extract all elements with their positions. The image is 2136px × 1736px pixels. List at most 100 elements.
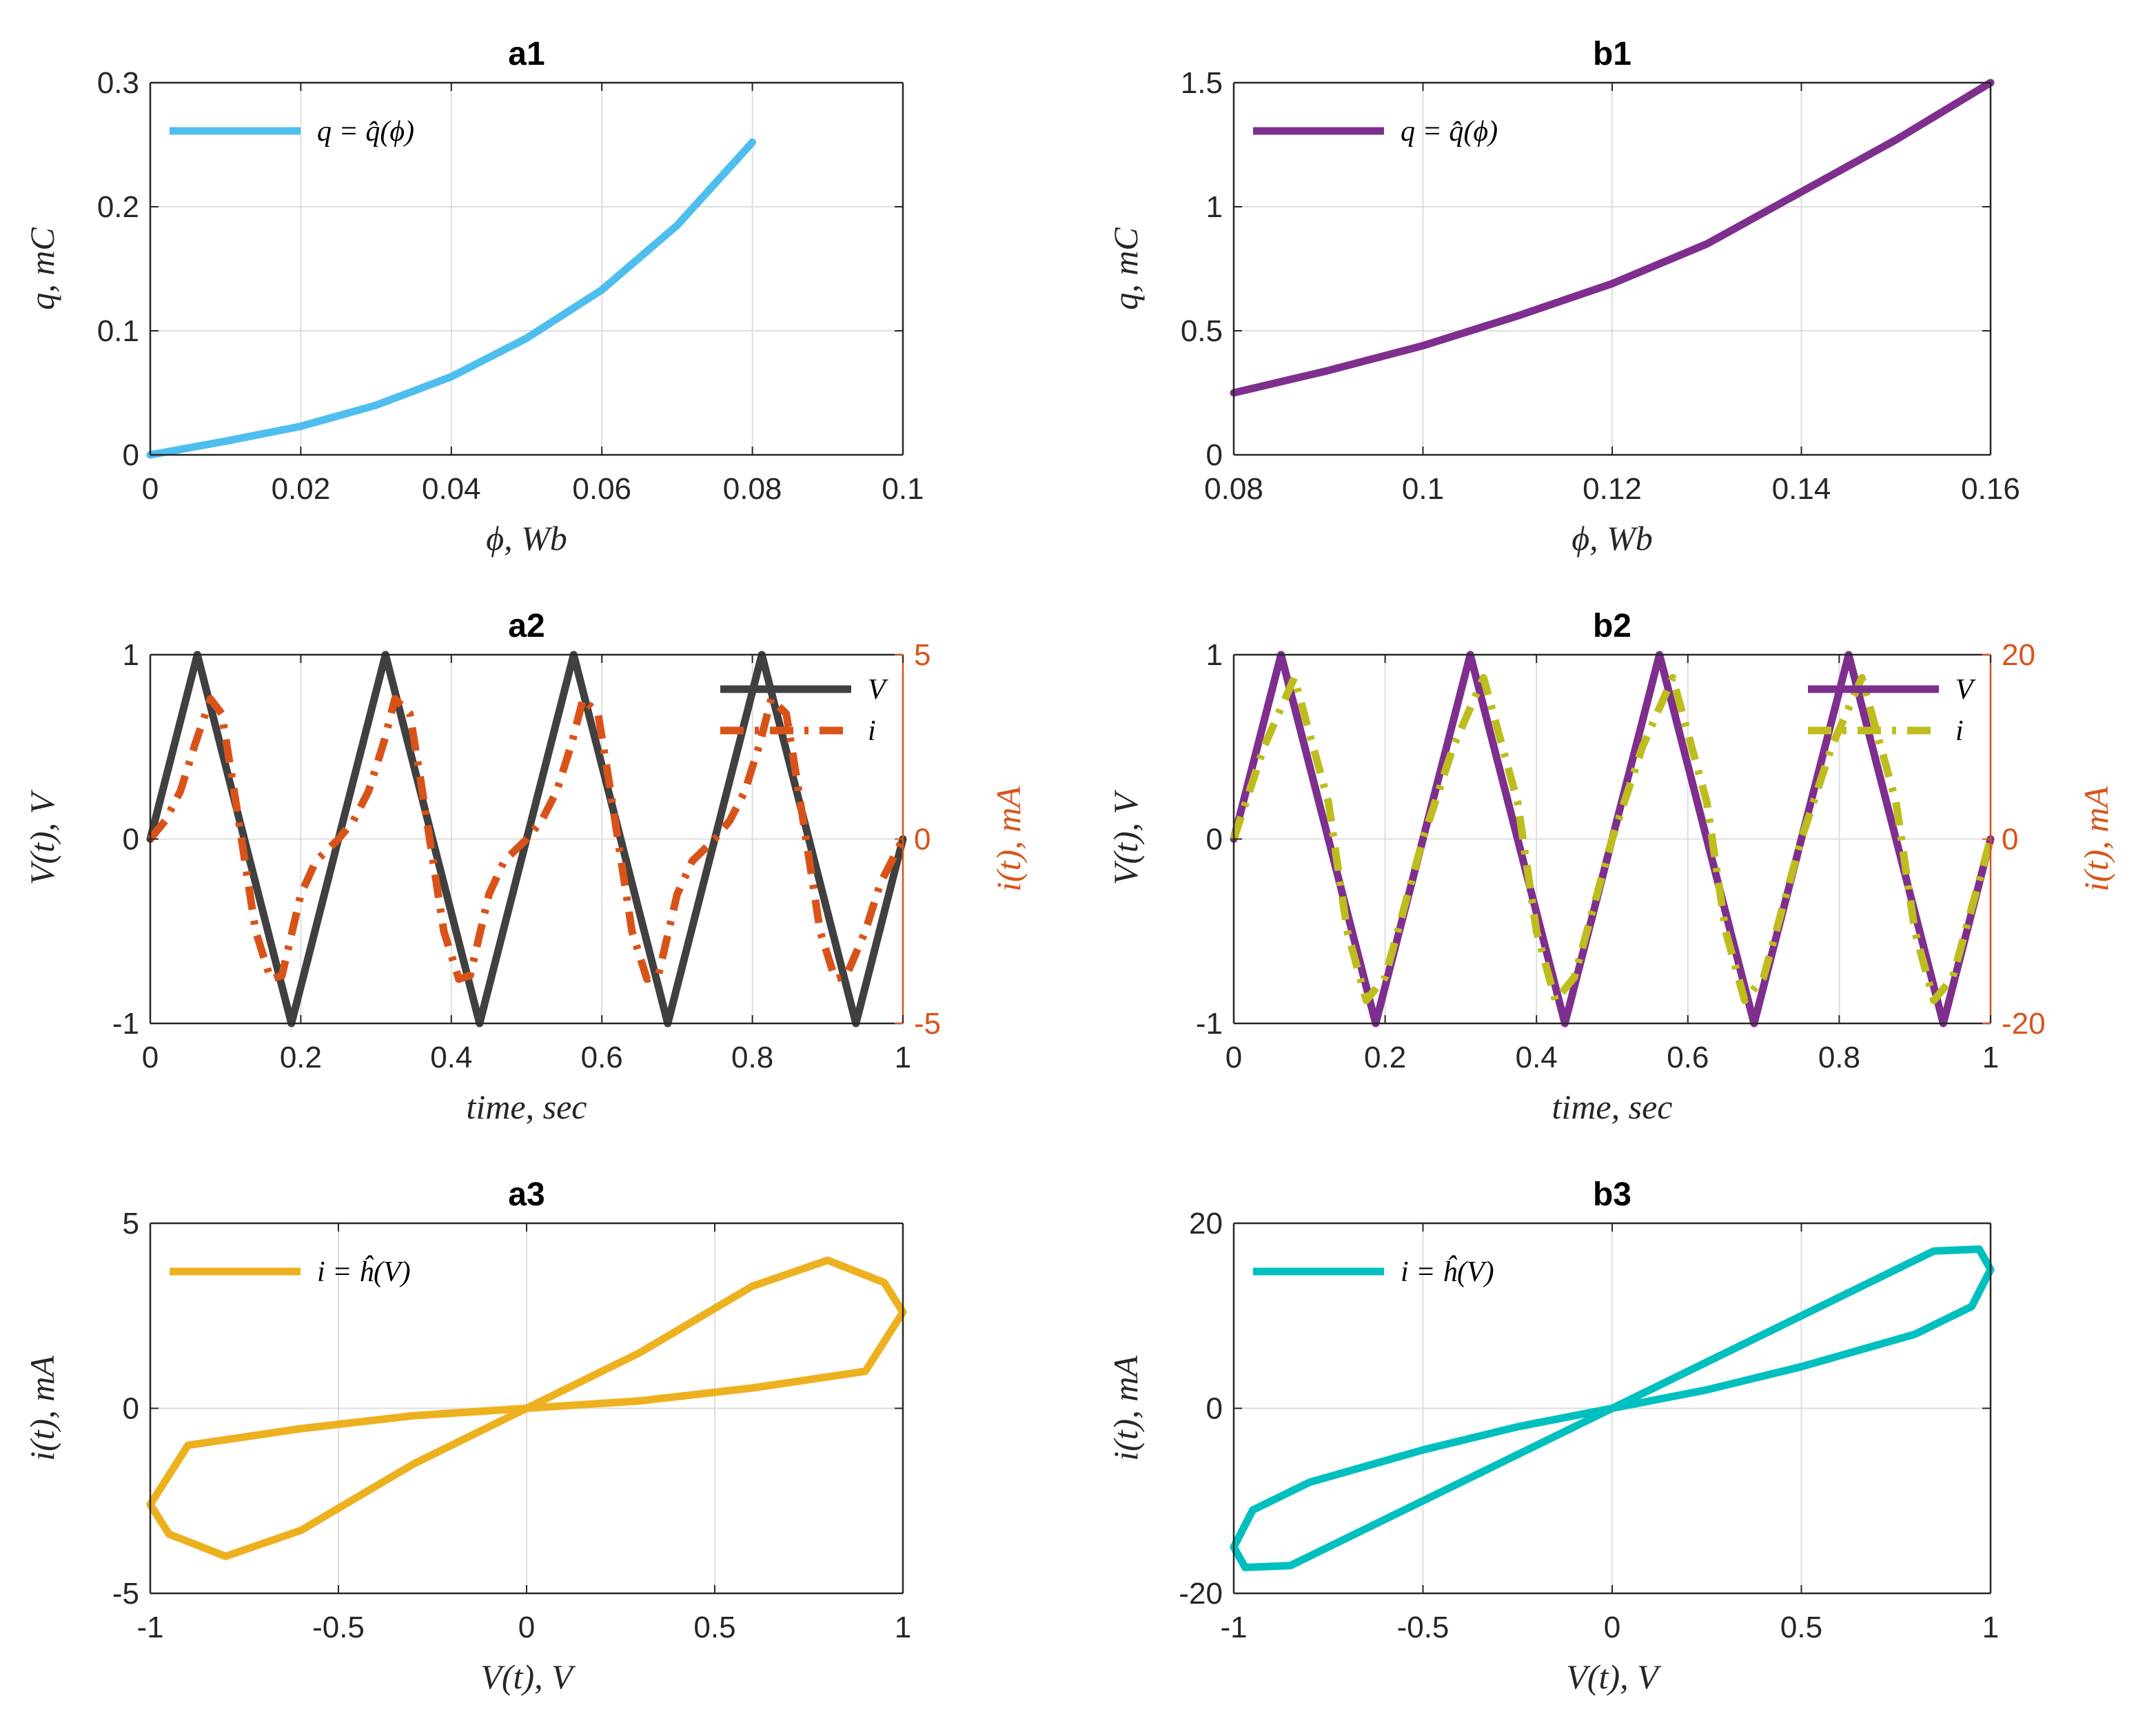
x-tick-label: 0.16 — [1961, 472, 2020, 506]
x-tick-label: 1 — [895, 1611, 911, 1644]
x-tick-label: 0.04 — [422, 472, 481, 506]
panel-title: a3 — [508, 1176, 545, 1213]
x-tick-label: 0 — [518, 1611, 535, 1644]
y-tick-label: 0.1 — [97, 314, 139, 348]
y-axis-label: i(t), mA — [23, 1356, 61, 1461]
legend-label: V — [868, 674, 888, 706]
x-axis-label: V(t), V — [480, 1657, 576, 1696]
x-tick-label: 1 — [895, 1041, 911, 1074]
x-tick-label: 0 — [1604, 1611, 1620, 1644]
x-tick-label: 0.4 — [430, 1041, 472, 1074]
panel-title: a2 — [508, 608, 545, 644]
y-tick-label: 0 — [1206, 1392, 1223, 1426]
x-tick-label: 0.12 — [1583, 472, 1642, 506]
x-tick-label: 0.02 — [272, 472, 331, 506]
legend: i = ĥ(V) — [1253, 1255, 1494, 1288]
legend-label: q = q̂(ϕ) — [1401, 116, 1498, 147]
y-axis-label: q, mC — [23, 227, 61, 310]
x-tick-label: 0.8 — [731, 1041, 773, 1074]
x-axis-label: V(t), V — [1566, 1657, 1662, 1696]
legend: Vi — [720, 674, 888, 747]
x-tick-label: -1 — [1220, 1611, 1247, 1644]
x-tick-label: 0 — [142, 1041, 159, 1074]
y2-tick-label: 0 — [2002, 823, 2018, 857]
x-tick-label: 0.5 — [1780, 1611, 1822, 1644]
x-tick-label: 1 — [1982, 1041, 1999, 1074]
x-tick-label: 0.6 — [1667, 1041, 1709, 1074]
y2-tick-label: -20 — [2002, 1007, 2046, 1041]
y-tick-label: 0.5 — [1181, 314, 1223, 348]
x-axis-label: ϕ, Wb — [1572, 519, 1653, 558]
panel-title: b1 — [1593, 36, 1631, 72]
y-tick-label: 0.2 — [97, 190, 139, 224]
legend: Vi — [1808, 674, 1976, 747]
series-line-q-q — [146, 138, 757, 459]
y2-tick-label: 5 — [914, 638, 930, 672]
chart-panel-a1: 0 0.02 0.04 0.06 0.08 0.1 0 0.1 0.2 0.3 a1 ϕ, Wb q, … — [23, 36, 924, 558]
chart-panel-b3: -1 -0.5 0 0.5 1 -20 0 20 b3 V(t), V i(t), mA i = ĥ(… — [1106, 1176, 1999, 1696]
y-tick-label: 0 — [1206, 823, 1223, 857]
legend-label: i — [868, 715, 876, 747]
y-axis-label: V(t), V — [1106, 789, 1145, 885]
panel-title: b3 — [1593, 1176, 1631, 1213]
y-tick-label: -5 — [112, 1577, 139, 1611]
x-tick-label: 0.8 — [1818, 1041, 1860, 1074]
y-axis-label: q, mC — [1106, 227, 1145, 310]
y-tick-label: -1 — [112, 1007, 139, 1041]
y2-tick-label: 20 — [2002, 638, 2035, 672]
x-tick-label: -1 — [136, 1611, 163, 1644]
series-line-i — [1230, 673, 1995, 1005]
x-tick-label: 0.06 — [572, 472, 631, 506]
legend: q = q̂(ϕ) — [1253, 116, 1498, 147]
x-tick-label: 0.2 — [1364, 1041, 1406, 1074]
series-line-q-q — [1230, 79, 1995, 397]
y2-axis-label: i(t), mA — [2077, 786, 2115, 892]
legend-label: V — [1955, 674, 1976, 706]
panel-title: a1 — [508, 36, 545, 72]
x-tick-label: 0 — [142, 472, 159, 506]
legend: i = ĥ(V) — [170, 1255, 411, 1288]
y2-tick-label: 0 — [914, 823, 930, 857]
chart-panel-b1: 0.08 0.1 0.12 0.14 0.16 0 0.5 1 1.5 b1 ϕ, Wb q, mC q… — [1106, 36, 2020, 558]
y2-tick-label: -5 — [914, 1007, 941, 1041]
y-axis-label: V(t), V — [23, 789, 61, 885]
y-tick-label: -20 — [1179, 1577, 1223, 1611]
x-tick-label: 0.5 — [693, 1611, 735, 1644]
series-line-i-v — [1230, 1245, 1995, 1571]
y-tick-label: -1 — [1196, 1007, 1223, 1041]
y-axis-label: i(t), mA — [1106, 1356, 1145, 1461]
panel-title: b2 — [1593, 608, 1631, 644]
x-axis-label: time, sec — [467, 1087, 587, 1126]
y-tick-label: 1 — [123, 638, 139, 672]
x-tick-label: 0.08 — [1204, 472, 1263, 506]
y-tick-label: 0 — [1206, 438, 1223, 472]
x-tick-label: 0.1 — [882, 472, 924, 506]
legend-label: i — [1955, 715, 1964, 747]
legend-label: q = q̂(ϕ) — [317, 116, 414, 147]
series-line-i — [147, 695, 906, 983]
x-tick-label: 0.08 — [723, 472, 782, 506]
x-tick-label: 0.4 — [1516, 1041, 1558, 1074]
x-tick-label: 0.6 — [581, 1041, 623, 1074]
y-tick-label: 1 — [1206, 190, 1223, 224]
chart-panel-a3: -1 -0.5 0 0.5 1 -5 0 5 a3 V(t), V i(t), mA i = ĥ(V) — [23, 1176, 911, 1696]
y-tick-label: 1 — [1206, 638, 1223, 672]
legend: q = q̂(ϕ) — [170, 116, 414, 147]
x-tick-label: -0.5 — [1397, 1611, 1450, 1644]
y-tick-label: 5 — [123, 1207, 139, 1240]
y-tick-label: 20 — [1189, 1207, 1223, 1240]
y-tick-label: 0 — [123, 823, 139, 857]
y2-axis-label: i(t), mA — [989, 786, 1028, 892]
y-tick-label: 0 — [123, 438, 139, 472]
x-tick-label: 0.1 — [1402, 472, 1444, 506]
x-tick-label: 0.2 — [280, 1041, 322, 1074]
x-tick-label: 0 — [1225, 1041, 1242, 1074]
legend-label: i = ĥ(V) — [317, 1255, 411, 1288]
plot-area — [150, 83, 903, 455]
y-tick-label: 1.5 — [1181, 66, 1223, 100]
legend-label: i = ĥ(V) — [1401, 1255, 1494, 1288]
